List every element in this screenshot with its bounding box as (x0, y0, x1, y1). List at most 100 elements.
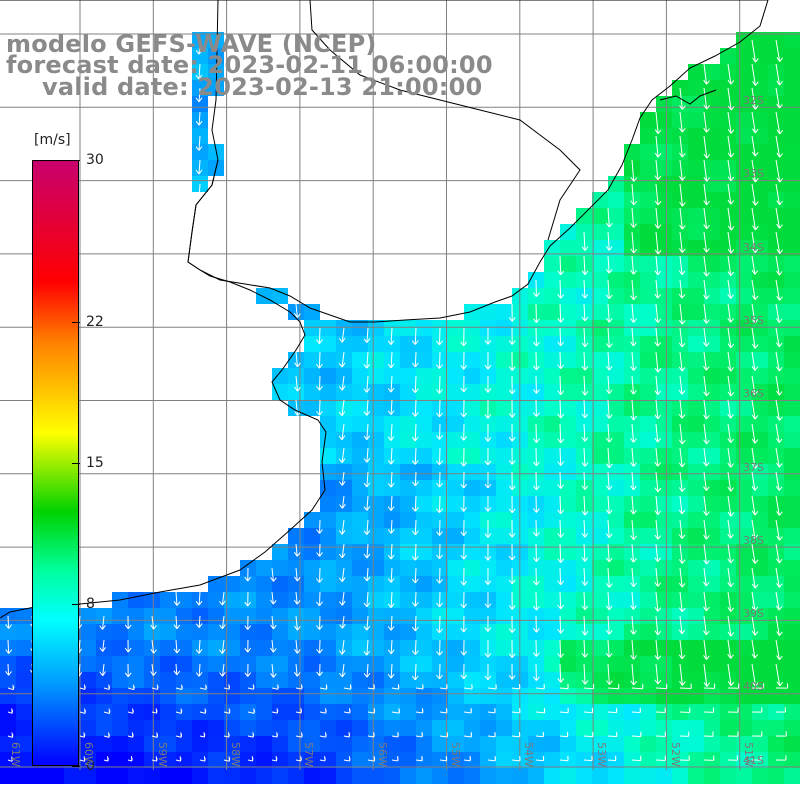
wind-arrow (583, 683, 595, 690)
wind-arrow (630, 375, 637, 395)
wind-arrow (583, 707, 594, 714)
wind-cell (160, 672, 176, 688)
wind-arrow (338, 639, 346, 655)
wind-arrow (605, 375, 613, 394)
wind-arrow (460, 495, 468, 512)
wind-cell (336, 384, 352, 400)
wind-arrow (559, 707, 569, 714)
wind-arrow (508, 663, 516, 680)
wind-cell (256, 720, 272, 736)
wind-cell (560, 768, 576, 784)
wind-cell (592, 592, 608, 608)
wind-arrow (775, 303, 783, 323)
wind-cell (304, 688, 320, 704)
wind-cell (736, 512, 752, 528)
wind-arrow (223, 708, 231, 714)
wind-cell (320, 624, 336, 640)
wind-arrow (775, 683, 789, 689)
wind-cell (144, 736, 160, 752)
wind-cell (640, 496, 656, 512)
wind-cell (704, 272, 720, 288)
wind-cell (608, 384, 624, 400)
wind-cell (384, 480, 400, 496)
wind-arrow (703, 63, 710, 85)
wind-arrow (127, 756, 133, 762)
wind-cell (768, 496, 784, 512)
wind-arrow (270, 615, 277, 630)
wind-cell (352, 704, 368, 720)
wind-arrow (727, 639, 734, 659)
wind-arrow (751, 375, 759, 396)
wind-cell (656, 416, 672, 432)
wind-cell (608, 704, 624, 720)
wind-cell (704, 112, 720, 128)
wind-cell (448, 592, 464, 608)
wind-arrow (775, 591, 783, 611)
wind-arrow (195, 639, 203, 654)
wind-cell (80, 736, 96, 752)
wind-arrow (727, 591, 735, 612)
wind-cell (464, 512, 480, 528)
wind-cell (208, 688, 224, 704)
wind-cell (752, 368, 768, 384)
wind-cell (704, 544, 720, 560)
wind-arrow (487, 755, 496, 762)
wind-cell (544, 304, 560, 320)
wind-arrow (703, 351, 710, 371)
wind-arrow (703, 207, 710, 230)
latitude-label: 33S (743, 167, 764, 181)
wind-arrow (508, 471, 516, 491)
wind-arrow (387, 447, 395, 465)
wind-cell (784, 144, 800, 160)
wind-cell (592, 400, 608, 416)
wind-arrow (508, 399, 516, 418)
wind-arrow (631, 755, 642, 762)
wind-cell (224, 656, 240, 672)
wind-cell (560, 432, 576, 448)
wind-arrow (654, 519, 662, 540)
wind-cell (368, 496, 384, 512)
wind-cell (720, 288, 736, 304)
wind-arrow (775, 375, 783, 396)
wind-cell (112, 736, 128, 752)
wind-cell (480, 720, 496, 736)
wind-arrow (581, 519, 589, 538)
wind-cell (352, 608, 368, 624)
wind-arrow (775, 255, 783, 276)
wind-cell (784, 384, 800, 400)
wind-cell (400, 400, 416, 416)
wind-cell (752, 48, 768, 64)
wind-cell (560, 576, 576, 592)
wind-cell (336, 576, 352, 592)
wind-cell (400, 528, 416, 544)
wind-arrow (654, 231, 662, 255)
wind-arrow (316, 327, 323, 344)
wind-cell (336, 672, 352, 688)
wind-arrow (678, 279, 686, 299)
wind-arrow (387, 375, 395, 393)
wind-cell (176, 656, 192, 672)
wind-arrow (460, 327, 468, 347)
wind-arrow (607, 683, 620, 690)
wind-arrow (655, 707, 666, 714)
wind-cell (784, 288, 800, 304)
wind-arrow (581, 255, 589, 276)
wind-cell (656, 112, 672, 128)
wind-cell (544, 368, 560, 384)
wind-cell (720, 720, 736, 736)
wind-arrow (703, 183, 710, 206)
wind-arrow (557, 639, 565, 658)
wind-arrow (484, 591, 492, 608)
wind-arrow (511, 683, 521, 690)
wind-cell (128, 640, 144, 656)
wind-cell (368, 368, 384, 384)
wind-cell (448, 608, 464, 624)
wind-arrow (581, 639, 589, 658)
wind-cell (640, 720, 656, 736)
wind-arrow (316, 399, 323, 416)
wind-cell (464, 576, 480, 592)
wind-cell (656, 576, 672, 592)
wind-arrow (247, 756, 254, 762)
wind-cell (688, 672, 704, 688)
wind-arrow (775, 399, 783, 421)
